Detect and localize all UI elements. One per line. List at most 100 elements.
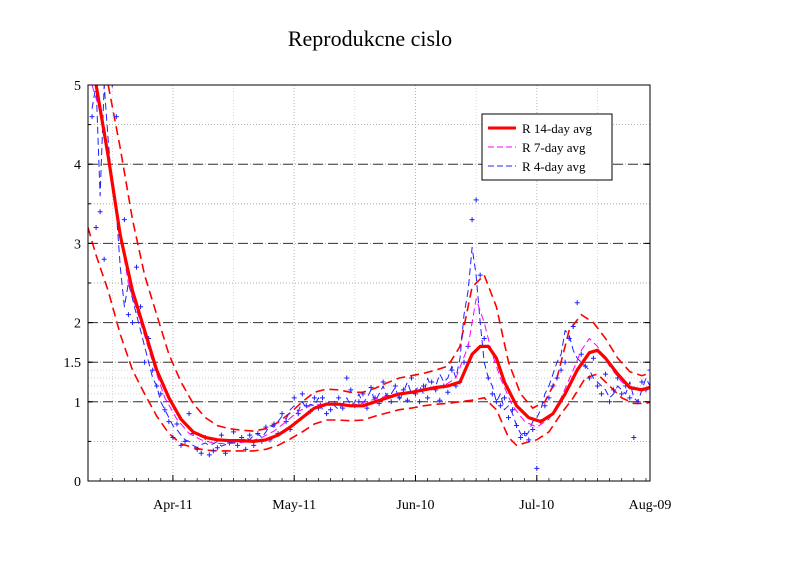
daily-point xyxy=(198,450,204,456)
y-tick-label: 2 xyxy=(74,317,81,332)
daily-point xyxy=(578,351,584,357)
daily-point xyxy=(295,411,301,417)
daily-point xyxy=(586,375,592,381)
plot-area xyxy=(88,85,673,471)
daily-point xyxy=(380,379,386,385)
daily-point xyxy=(247,432,253,438)
daily-point xyxy=(186,411,192,417)
daily-point xyxy=(437,397,443,403)
axes: 0 1 1.5 2 3 4 5 Apr-11 May-11 Jun-10 Jul-10 Aug-09 xyxy=(64,79,672,513)
daily-point xyxy=(142,359,148,365)
daily-point xyxy=(574,300,580,306)
series-line-r-14-day-avg xyxy=(94,85,650,443)
series-line-r-4-day-avg xyxy=(91,85,650,449)
y-tick-label: 1.5 xyxy=(64,356,82,371)
daily-point xyxy=(320,395,326,401)
y-tick-label: 5 xyxy=(74,79,81,94)
daily-point xyxy=(222,450,228,456)
daily-point xyxy=(631,434,637,440)
daily-point xyxy=(251,442,257,448)
daily-point xyxy=(598,391,604,397)
y-tick-label: 4 xyxy=(74,158,81,173)
daily-point xyxy=(501,395,507,401)
daily-point xyxy=(344,375,350,381)
legend-label: R 14-day avg xyxy=(522,121,593,136)
daily-point xyxy=(594,383,600,389)
daily-point xyxy=(627,395,633,401)
daily-point xyxy=(477,272,483,278)
daily-point xyxy=(542,403,548,409)
daily-point xyxy=(324,411,330,417)
daily-point xyxy=(522,430,528,436)
daily-point xyxy=(340,405,346,411)
band-14-upper-line xyxy=(107,85,650,432)
daily-point xyxy=(125,312,131,318)
legend-label: R 4-day avg xyxy=(522,159,586,174)
x-tick-label: Aug-09 xyxy=(629,498,672,513)
daily-point xyxy=(493,399,499,405)
x-tick-label: Jul-10 xyxy=(519,498,554,513)
daily-point xyxy=(481,335,487,341)
daily-point xyxy=(668,376,673,381)
daily-point xyxy=(162,407,168,413)
daily-point xyxy=(214,445,220,451)
daily-point xyxy=(283,419,289,425)
daily-point xyxy=(89,114,95,120)
daily-point xyxy=(129,320,135,326)
daily-point xyxy=(639,379,645,385)
daily-point xyxy=(263,424,269,430)
daily-point xyxy=(210,448,216,454)
daily-point xyxy=(497,403,503,409)
daily-point xyxy=(279,411,285,417)
daily-point xyxy=(336,395,342,401)
daily-point xyxy=(611,387,617,393)
daily-point xyxy=(360,391,366,397)
daily-point xyxy=(174,421,180,427)
legend-box xyxy=(481,113,613,181)
daily-point xyxy=(473,197,479,203)
daily-point xyxy=(93,225,99,231)
daily-point xyxy=(550,383,556,389)
daily-point xyxy=(121,217,127,223)
daily-point xyxy=(299,391,305,397)
daily-point xyxy=(603,371,609,377)
daily-point xyxy=(178,442,184,448)
daily-point xyxy=(113,114,119,120)
daily-point xyxy=(231,429,237,435)
daily-point xyxy=(235,442,241,448)
daily-point xyxy=(445,389,451,395)
daily-point xyxy=(534,465,540,471)
band-7-upper-line xyxy=(649,360,650,363)
daily-point xyxy=(566,335,572,341)
daily-point xyxy=(425,395,431,401)
daily-point xyxy=(392,383,398,389)
daily-point xyxy=(101,256,107,262)
daily-point xyxy=(243,446,249,452)
daily-point xyxy=(526,437,532,443)
daily-point xyxy=(109,85,115,88)
daily-point xyxy=(400,387,406,393)
daily-point xyxy=(311,395,317,401)
daily-point xyxy=(607,399,613,405)
daily-point xyxy=(404,397,410,403)
daily-point xyxy=(660,391,665,396)
legend-label: R 7-day avg xyxy=(522,140,586,155)
daily-point xyxy=(388,399,394,405)
daily-point xyxy=(218,432,224,438)
daily-point xyxy=(97,209,103,215)
daily-point xyxy=(271,421,277,427)
daily-point xyxy=(429,379,435,385)
x-tick-label: May-11 xyxy=(272,498,316,513)
daily-point xyxy=(368,385,374,391)
daily-point xyxy=(570,324,576,330)
daily-point xyxy=(505,415,511,421)
daily-point xyxy=(291,395,297,401)
daily-point xyxy=(356,399,362,405)
daily-point xyxy=(558,367,564,373)
daily-point xyxy=(469,217,475,223)
daily-point xyxy=(408,375,414,381)
x-tick-label: Jun-10 xyxy=(396,498,434,513)
daily-point xyxy=(562,359,568,365)
daily-point xyxy=(656,372,661,377)
